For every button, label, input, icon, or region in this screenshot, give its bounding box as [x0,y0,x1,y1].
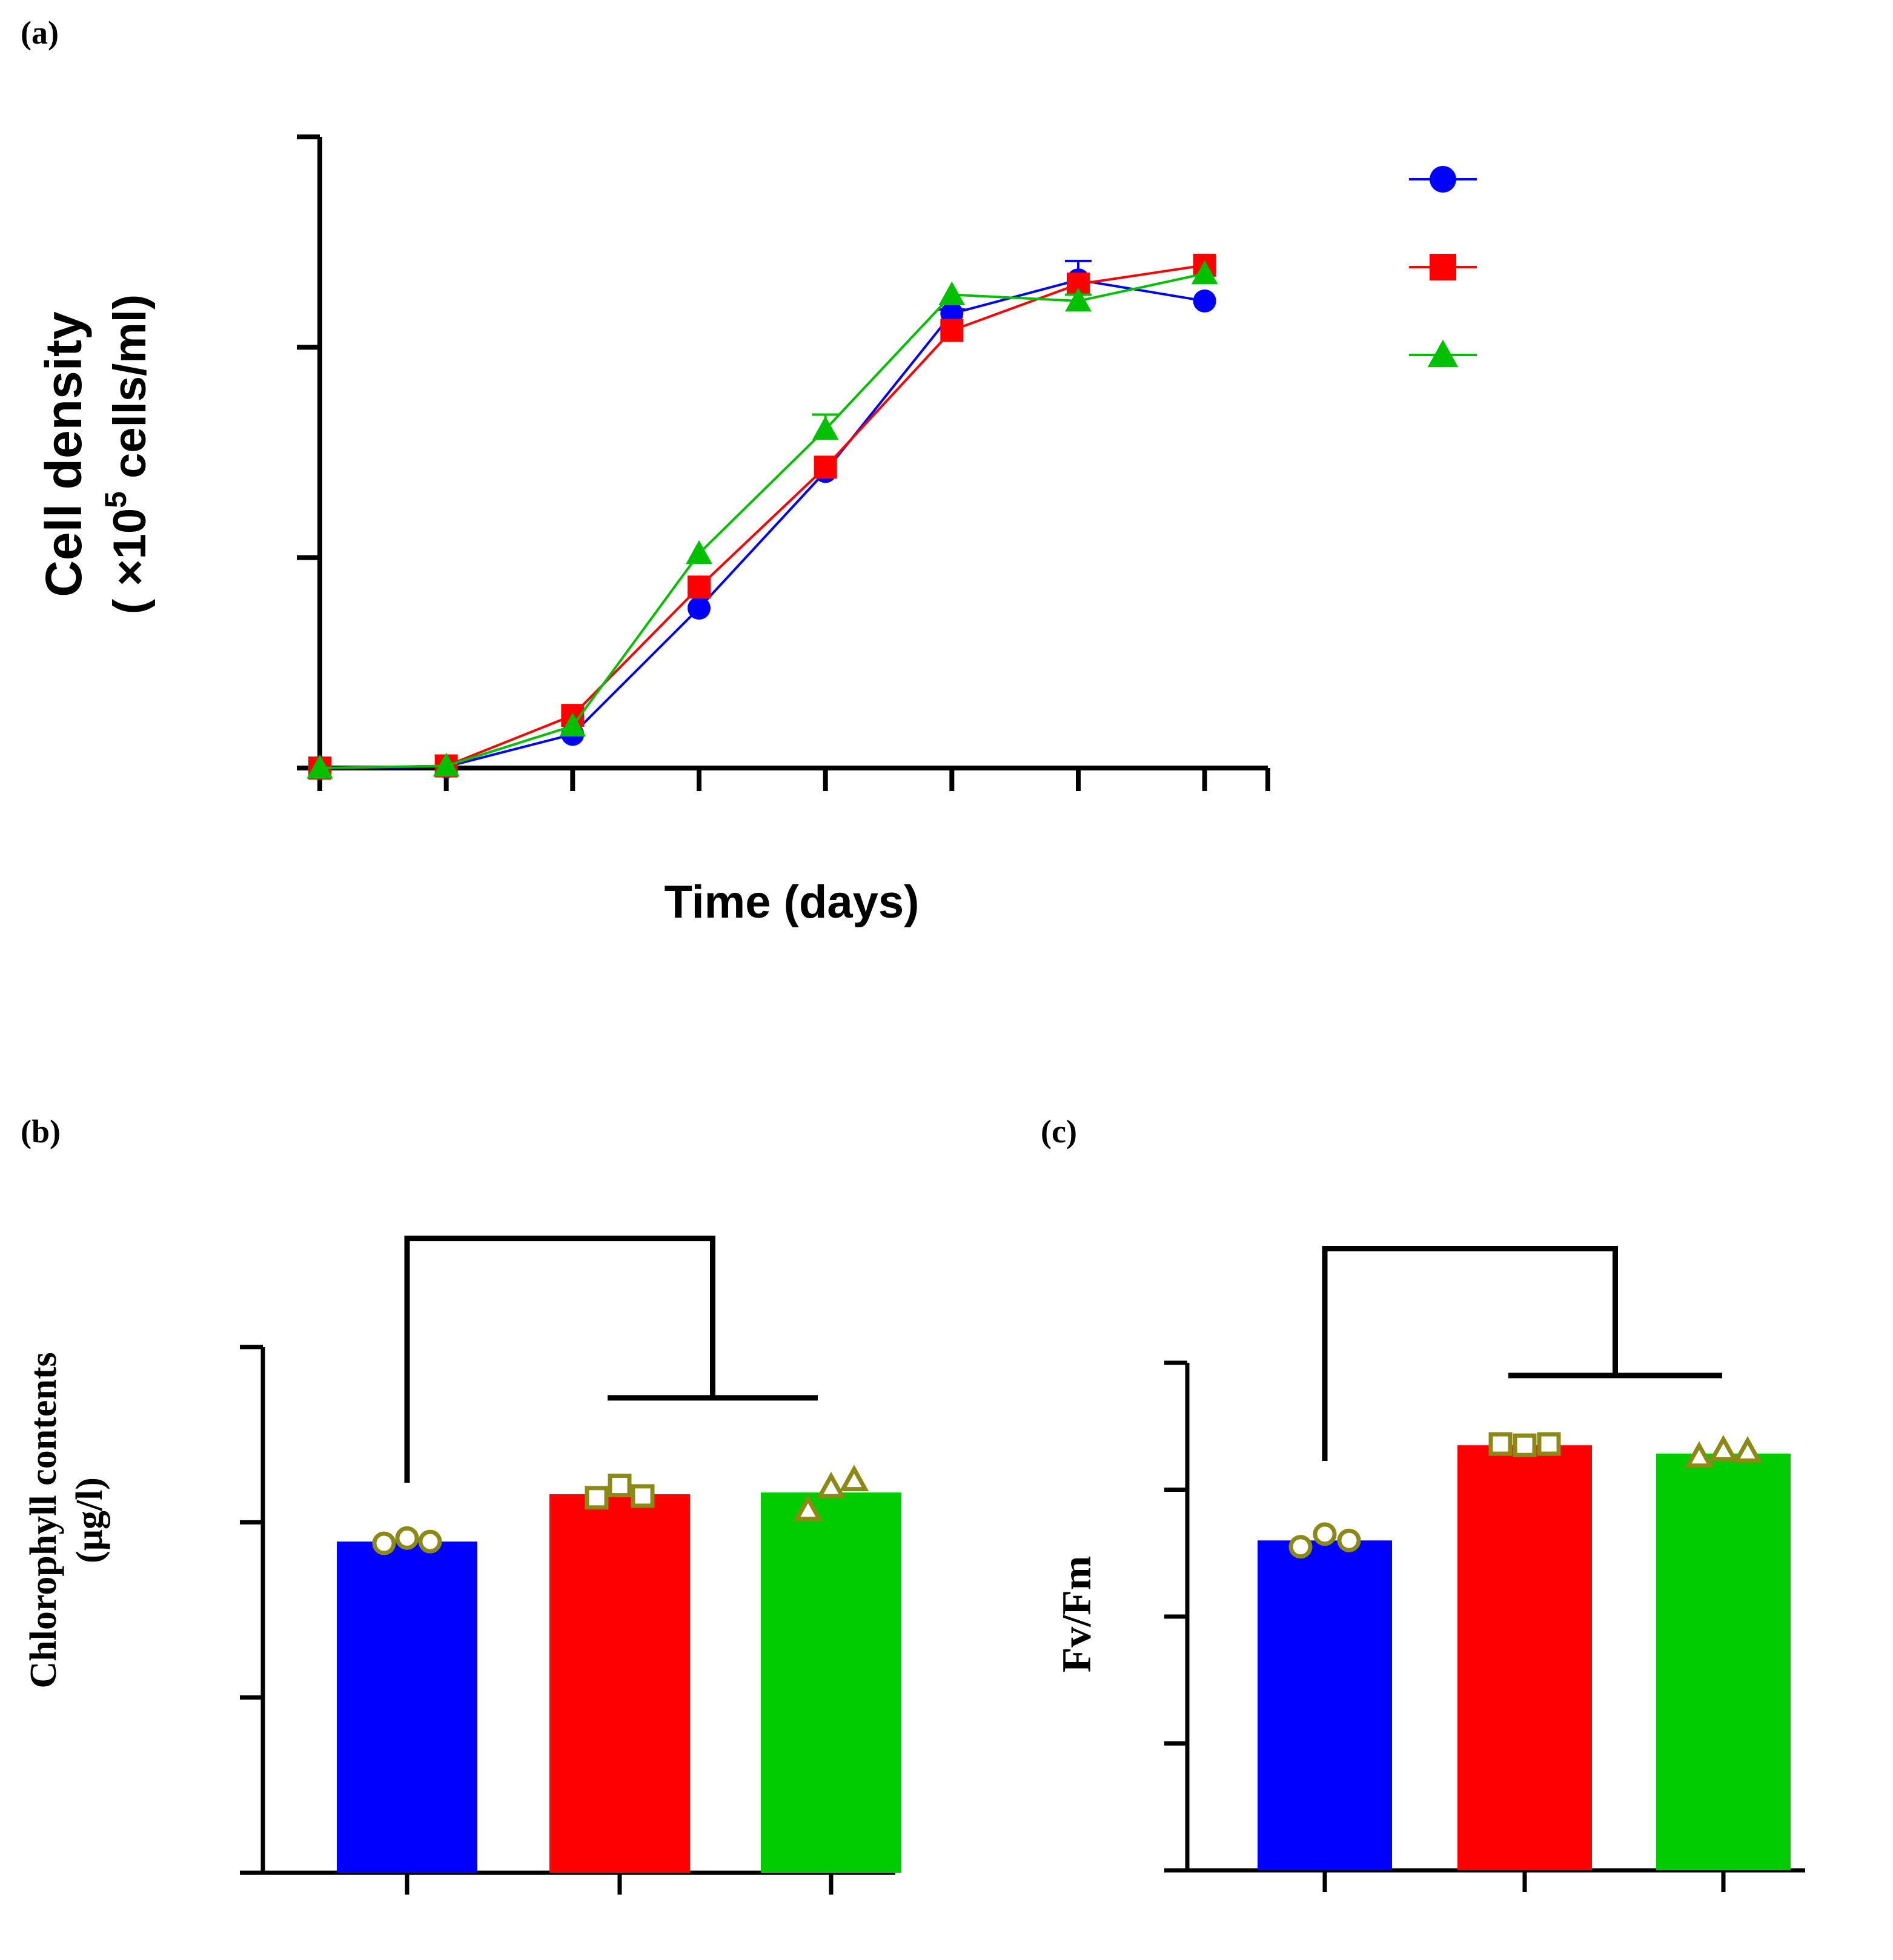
replicate-point [372,1531,396,1555]
replicate-point [1488,1432,1513,1456]
replicate-points [1288,1522,1361,1559]
series-ptech1487 [307,260,1218,779]
data-point [812,416,839,440]
replicate-point [1732,1436,1763,1463]
series-ptech21 [308,253,1216,780]
y-axis-title-prefix: ( ×10 [104,508,156,614]
y-axis-title: Chlorophyll contents (μg/l) [23,1352,110,1688]
y-axis-title-line1: Fv/Fm [1053,1556,1099,1673]
data-point [1065,288,1092,312]
replicate-point [631,1484,655,1508]
replicate-point [395,1526,419,1550]
replicate-point [816,1471,846,1498]
data-point [688,597,711,620]
panel-label-c: (c) [1041,1113,1077,1150]
replicate-point [418,1529,442,1554]
replicate-point [1288,1535,1313,1559]
data-point [814,455,837,479]
data-point [938,281,966,305]
bracket-line [404,1236,715,1483]
legend [1409,166,1477,368]
bar-ptech21 [1457,1445,1592,1870]
bar-wt [1258,1540,1392,1870]
series-group [307,253,1218,780]
replicate-points [372,1526,442,1555]
fvfm-bar-chart: Fv/Fm [1053,1245,1805,1892]
series-line [319,272,1205,769]
series-wt [308,259,1216,780]
significance-bracket [1322,1245,1722,1461]
y-axis-title-line2: (μg/l) [69,1477,110,1563]
y-axis-title-line1: Chlorophyll contents [23,1352,64,1688]
y-axis-title-line2: ( ×105 cells/ml) [99,294,156,614]
axes [297,134,1270,791]
series-line [319,279,1205,769]
data-point [433,752,460,777]
replicate-point [1684,1441,1714,1468]
significance-bracket [404,1236,818,1483]
replicate-point [1537,1432,1561,1456]
y-axis-title: Cell density ( ×105 cells/ml) [35,294,156,614]
y-axis-title-superscript: 5 [99,491,133,508]
replicate-point [839,1465,869,1492]
replicate-point [1337,1528,1361,1552]
data-point [1193,289,1216,313]
replicate-point [1513,1433,1537,1457]
legend-marker [1430,166,1456,193]
plot-area [240,1236,901,1895]
bar-ptech21 [549,1494,690,1873]
data-point [559,712,586,737]
x-axis-title: Time (days) [665,876,920,928]
growth-line-chart: Time (days) Cell density ( ×105 cells/ml… [35,134,1477,928]
replicate-point [793,1494,823,1521]
data-point [686,540,712,564]
legend-marker [1427,339,1459,368]
panel-label-a: (a) [21,15,59,51]
replicate-point [1313,1522,1337,1546]
panel-label-b: (b) [21,1113,61,1150]
replicate-points [1488,1432,1561,1457]
plot-area [1164,1245,1805,1892]
data-point [688,575,711,599]
bar-ptech1487 [1656,1453,1791,1870]
replicate-point [1708,1434,1739,1462]
data-point [1191,260,1218,285]
replicate-point [585,1486,609,1510]
replicate-points [793,1465,869,1521]
bar-ptech1487 [761,1492,901,1873]
bracket-line [1322,1245,1618,1461]
legend-marker [1430,254,1456,280]
replicate-points [585,1474,655,1510]
y-axis-title-suffix: cells/ml) [104,294,156,491]
data-point [307,755,333,779]
series-line [319,263,1205,769]
replicate-point [608,1474,632,1498]
chlorophyll-bar-chart: Chlorophyll contents (μg/l) [23,1236,901,1895]
y-axis-title: Fv/Fm [1053,1556,1099,1673]
y-axis-title-line1: Cell density [35,311,92,597]
data-point [940,319,964,342]
replicate-points [1684,1434,1763,1468]
bar-wt [337,1541,477,1873]
